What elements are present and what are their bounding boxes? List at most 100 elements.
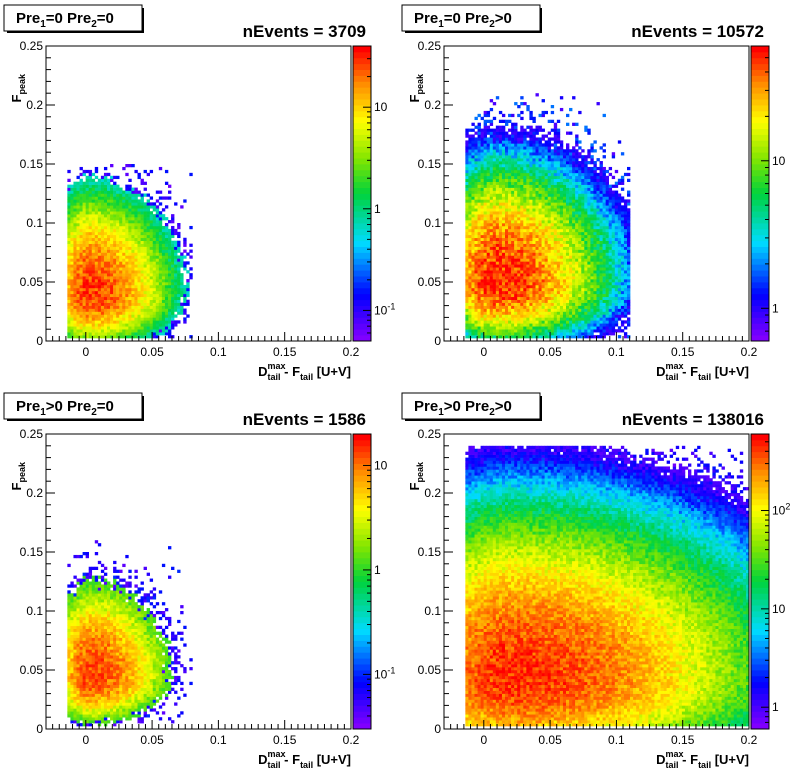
heatmap-cell <box>584 270 588 274</box>
palette-band <box>353 110 371 118</box>
heatmap-cell <box>511 131 515 135</box>
heatmap-cell <box>79 314 83 318</box>
heatmap-cell <box>532 228 536 233</box>
heatmap-cell <box>562 223 567 227</box>
heatmap-cell <box>149 214 154 218</box>
heatmap-cell <box>547 329 552 333</box>
heatmap-cell <box>161 246 166 250</box>
heatmap-cell <box>541 205 545 209</box>
heatmap-cell <box>155 293 160 298</box>
heatmap-cell <box>569 181 573 185</box>
heatmap-cell <box>79 326 83 330</box>
heatmap-cell <box>529 214 533 218</box>
heatmap-cell <box>137 172 141 177</box>
heatmap-cell <box>495 217 500 221</box>
heatmap-cell <box>566 122 570 126</box>
heatmap-cell <box>511 282 515 286</box>
heatmap-cell <box>547 258 552 262</box>
heatmap-cell <box>468 323 472 327</box>
heatmap-cell <box>556 302 561 306</box>
heatmap-cell <box>122 305 126 309</box>
heatmap-cell <box>189 225 193 230</box>
heatmap-cell <box>131 199 135 203</box>
heatmap-cell <box>581 199 585 203</box>
heatmap-cell <box>85 332 89 336</box>
heatmap-cell <box>550 217 555 221</box>
heatmap-cell <box>520 320 524 324</box>
heatmap-cell <box>110 279 114 283</box>
heatmap-cell <box>547 237 552 241</box>
heatmap-cell <box>177 284 181 289</box>
heatmap-cell <box>480 175 484 180</box>
heatmap-cell <box>480 128 484 132</box>
heatmap-cell <box>158 299 163 303</box>
heatmap-cell <box>143 193 147 197</box>
heatmap-cell <box>517 137 521 141</box>
heatmap-cell <box>581 296 585 300</box>
heatmap-cell <box>520 290 524 295</box>
heatmap-cell <box>520 146 524 150</box>
heatmap-cell <box>508 190 512 194</box>
heatmap-cell <box>495 308 500 312</box>
heatmap-cell <box>538 249 542 253</box>
heatmap-cell <box>526 161 530 165</box>
heatmap-cell <box>474 296 478 300</box>
heatmap-cell <box>489 243 494 247</box>
palette-band <box>353 323 371 330</box>
heatmap-cell <box>489 196 494 200</box>
heatmap-cell <box>541 166 545 171</box>
heatmap-cell <box>523 246 527 250</box>
heatmap-cell <box>587 308 591 312</box>
heatmap-cell <box>122 302 126 306</box>
heatmap-cell <box>76 329 80 333</box>
heatmap-cell <box>88 237 93 241</box>
heatmap-cell <box>523 158 527 162</box>
heatmap-cell <box>572 217 576 221</box>
heatmap-cell <box>76 311 80 315</box>
heatmap-cell <box>161 252 166 256</box>
heatmap-cell <box>575 208 579 212</box>
heatmap-cell <box>508 164 512 168</box>
heatmap-cell <box>140 193 144 197</box>
heatmap-cell <box>125 228 129 233</box>
heatmap-cell <box>498 214 503 218</box>
heatmap-cell <box>556 196 561 200</box>
heatmap-cell <box>73 317 77 321</box>
heatmap-cell <box>498 243 503 247</box>
heatmap-cell <box>523 166 527 171</box>
heatmap-cell <box>575 320 579 324</box>
heatmap-cell <box>474 329 478 333</box>
heatmap-cell <box>489 270 494 274</box>
heatmap-cell <box>91 308 96 312</box>
heatmap-cell <box>501 252 506 256</box>
heatmap-cell <box>113 249 117 253</box>
heatmap-cell <box>584 320 588 324</box>
heatmap-cell <box>559 146 564 150</box>
heatmap-cell <box>544 299 548 303</box>
heatmap-cell <box>581 149 585 153</box>
heatmap-cell <box>73 284 77 289</box>
palette-band <box>353 211 371 218</box>
heatmap-cell <box>508 290 512 295</box>
heatmap-cell <box>137 199 141 203</box>
heatmap-cell <box>171 314 175 318</box>
heatmap-cell <box>538 181 542 185</box>
heatmap-cell <box>523 311 527 315</box>
heatmap-cell <box>511 140 515 144</box>
heatmap-cell <box>508 246 512 250</box>
palette-band <box>353 169 371 177</box>
heatmap-cell <box>581 252 585 256</box>
heatmap-cell <box>508 261 512 265</box>
heatmap-cell <box>171 261 175 265</box>
heatmap-cell <box>492 131 497 135</box>
heatmap-cell <box>526 332 530 336</box>
heatmap-cell <box>471 332 475 336</box>
heatmap-cell <box>180 287 184 292</box>
heatmap-cell <box>149 287 154 292</box>
heatmap-cell <box>538 314 542 318</box>
heatmap-cell <box>581 284 585 289</box>
heatmap-cell <box>529 282 533 286</box>
heatmap-cell <box>535 220 539 224</box>
heatmap-cell <box>581 211 585 215</box>
heatmap-cell <box>91 240 96 244</box>
